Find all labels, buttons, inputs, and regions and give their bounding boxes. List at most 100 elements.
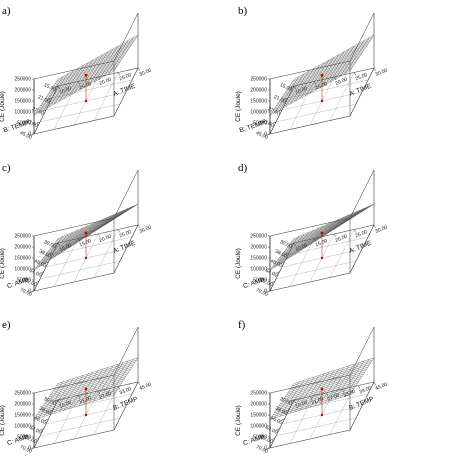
z-tick-label: 50000 [17,278,31,284]
z-tick-label: 100000 [14,424,31,430]
y-tick-mark [30,290,35,293]
center-point-marker [320,387,324,391]
surface-mesh-line [349,34,375,72]
y-tick-label: 15.00 [43,82,57,93]
surface-mesh-line [103,40,129,77]
x-tick-label: 20.00 [99,77,113,87]
y-tick-label: 38.00 [274,249,288,260]
y-tick-label: 70.00 [19,287,33,298]
z-tick-label: 0 [28,446,31,452]
y-axis-label: C: AMP [6,277,29,290]
y-tick-mark [271,281,275,283]
x-tick-label: 21.00 [79,395,93,405]
y-tick-mark [40,428,44,431]
x-tick-label: 21.00 [311,396,325,406]
surface-mesh-line [83,51,109,88]
x-tick-label: 25.00 [355,72,369,82]
z-tick-label: 200000 [250,88,267,94]
y-tick-label: 30.00 [279,396,293,407]
surface-panel: e) 0 50000 100000 150000 200000 250000 CE (Joul… [0,319,153,455]
y-tick-label: 70.00 [255,444,269,455]
floor-gridline [39,260,121,280]
surface-mesh-line [319,51,345,88]
surface-mesh-line [314,368,340,406]
z-tick-label: 100000 [250,110,267,116]
center-point-marker [84,413,88,417]
surface-mesh-line [274,64,355,109]
surface-mesh-line [44,378,125,404]
center-point-marker [320,256,324,260]
y-tick-mark [271,438,275,440]
x-tick-label: 30.00 [139,225,153,235]
y-tick-mark [45,418,49,421]
surface-mesh-line [334,43,360,80]
surface-mesh-line [349,203,375,220]
x-tick-mark [57,242,61,247]
x-tick-label: 45.00 [375,382,389,392]
z-tick-label: 0 [28,132,31,138]
x-tick-label: 25.00 [355,229,369,239]
panel-label: f) [238,319,246,331]
surface-mesh-line [35,68,116,114]
surface-mesh-line [269,70,351,116]
x-tick-mark [341,389,345,393]
z-tick-label: 200000 [14,88,31,94]
box-edge-top [349,169,375,219]
surface-panel: d) 0 50000 100000 150000 200000 250000 CE (Joul… [235,162,389,298]
z-tick-label: 50000 [17,435,31,441]
y-tick-mark [286,252,290,254]
y-tick-label: 45.00 [19,130,33,141]
surface-mesh-line [277,383,358,409]
z-tick-label: 150000 [250,413,267,419]
surface-mesh-line [329,45,355,83]
z-axis-label: CE (Joule) [235,248,242,279]
surface-mesh-line [78,368,104,406]
box-edge-top [269,374,351,394]
surface-mesh-line [83,367,109,405]
surface-mesh-line [278,380,360,407]
surface-mesh-line [324,365,350,403]
x-tick-label: 10.00 [59,86,73,96]
floor-gridline [39,103,121,123]
x-tick-mark [57,85,61,90]
y-tick-label: 54.00 [28,425,42,436]
surface-mesh-line [39,215,121,263]
y-tick-mark [36,121,41,124]
z-tick-label: 0 [264,132,267,138]
y-tick-label: 21.00 [37,94,51,105]
y-tick-label: 46.00 [269,415,283,426]
x-tick-mark [373,67,377,72]
y-tick-mark [45,261,49,264]
x-tick-label: 27.00 [327,392,341,402]
y-tick-label: 33.00 [25,118,39,129]
center-point-marker [84,73,88,77]
y-tick-mark [290,242,295,245]
x-tick-label: 10.00 [295,86,309,96]
surface-mesh-line [88,48,114,85]
y-axis-label: C: AMP [6,434,29,447]
surface-mesh-line [44,55,125,100]
center-point-marker [320,99,324,103]
x-tick-mark [97,390,101,395]
floor-gridline [39,417,121,437]
surface-mesh-line [339,40,365,77]
y-tick-mark [50,252,54,254]
y-tick-mark [276,271,280,274]
surface-mesh-line [36,66,118,111]
surface-mesh-line [275,215,357,263]
z-tick-label: 50000 [253,278,267,284]
surface-mesh-line [113,34,139,72]
y-tick-mark [54,242,59,245]
z-tick-label: 150000 [14,413,31,419]
y-tick-mark [35,438,39,440]
floor-gridline [275,260,357,280]
y-tick-label: 33.00 [261,118,275,129]
y-tick-label: 54.00 [264,425,278,436]
y-tick-label: 38.00 [274,406,288,417]
x-tick-mark [333,76,337,81]
panel-label: c) [2,162,11,174]
panel-label: b) [238,5,248,17]
surface-mesh-line [271,392,352,418]
y-tick-label: 30.00 [279,239,293,250]
